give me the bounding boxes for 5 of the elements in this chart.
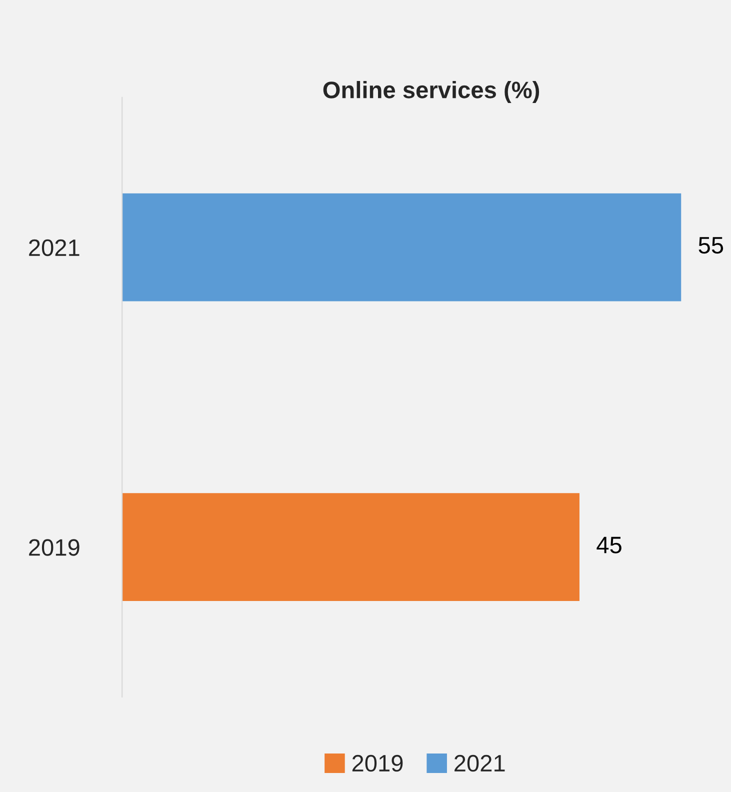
chart-title: Online services (%) — [323, 80, 540, 104]
legend-label: 2019 — [352, 754, 403, 772]
data-label: 55 — [698, 237, 724, 254]
legend-label: 2021 — [454, 754, 505, 772]
data-label: 45 — [596, 536, 622, 554]
